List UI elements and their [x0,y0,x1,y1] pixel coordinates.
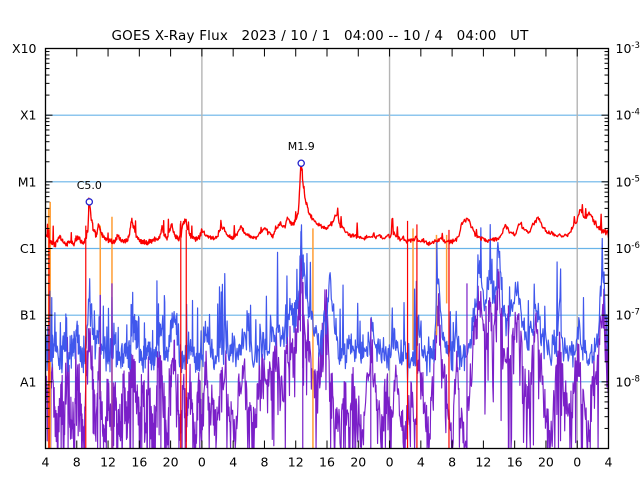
x-tick-label: 8 [73,455,81,470]
x-tick-label: 4 [417,455,425,470]
x-tick-label: 4 [42,455,50,470]
y-label-exp--6: 10-6 [616,241,640,256]
x-tick-label: 20 [163,455,179,470]
y-axis-left-labels: X10 X1 M1 C1 B1 A1 [12,41,37,389]
x-tick-label: 20 [350,455,366,470]
y-label-exp--3: 10-3 [616,41,640,56]
x-tick-label: 16 [131,455,147,470]
y-label-A1: A1 [20,374,37,389]
y-label-exp--7: 10-7 [616,308,640,323]
x-tick-label: 0 [198,455,206,470]
flare-marker-C5.0 [85,198,94,206]
x-tick-label: 12 [475,455,491,470]
x-tick-label: 8 [260,455,268,470]
y-label-C1: C1 [20,241,37,256]
x-tick-label: 16 [507,455,523,470]
x-tick-label: 12 [100,455,116,470]
trace-short-channel [45,224,609,381]
x-tick-label: 12 [288,455,304,470]
flare-label-M1.9: M1.9 [288,140,315,153]
chart-title: GOES X-Ray Flux 2023 / 10 / 1 04:00 -- 1… [111,28,529,44]
y-label-M1: M1 [18,174,37,189]
trace-long-channel [45,165,609,248]
y-label-exp--4: 10-4 [616,108,640,123]
x-tick-label: 16 [319,455,335,470]
x-tick-label: 8 [448,455,456,470]
y-label-exp--5: 10-5 [616,174,640,189]
flare-marker-M1.9 [297,159,305,167]
x-tick-label: 4 [229,455,237,470]
tick-group [45,48,609,449]
y-axis-right-labels: 10-3 10-4 10-5 10-6 10-7 10-8 [616,41,640,389]
trace-third [45,245,609,449]
y-label-X10: X10 [12,41,37,56]
y-label-exp--8: 10-8 [616,374,640,389]
x-axis-tick-labels: 4 8 12 16 20 0 4 8 12 16 20 0 4 8 12 16 20 0 4 [42,455,613,470]
x-tick-label: 0 [386,455,394,470]
trace-group [45,165,609,449]
x-tick-label: 0 [573,455,581,470]
y-label-X1: X1 [20,108,37,123]
x-tick-label: 20 [538,455,554,470]
flare-annotation-group: C5.0 M1.9 [77,140,315,206]
y-label-B1: B1 [20,308,37,323]
x-tick-label: 4 [605,455,613,470]
flare-label-C5.0: C5.0 [77,179,102,192]
